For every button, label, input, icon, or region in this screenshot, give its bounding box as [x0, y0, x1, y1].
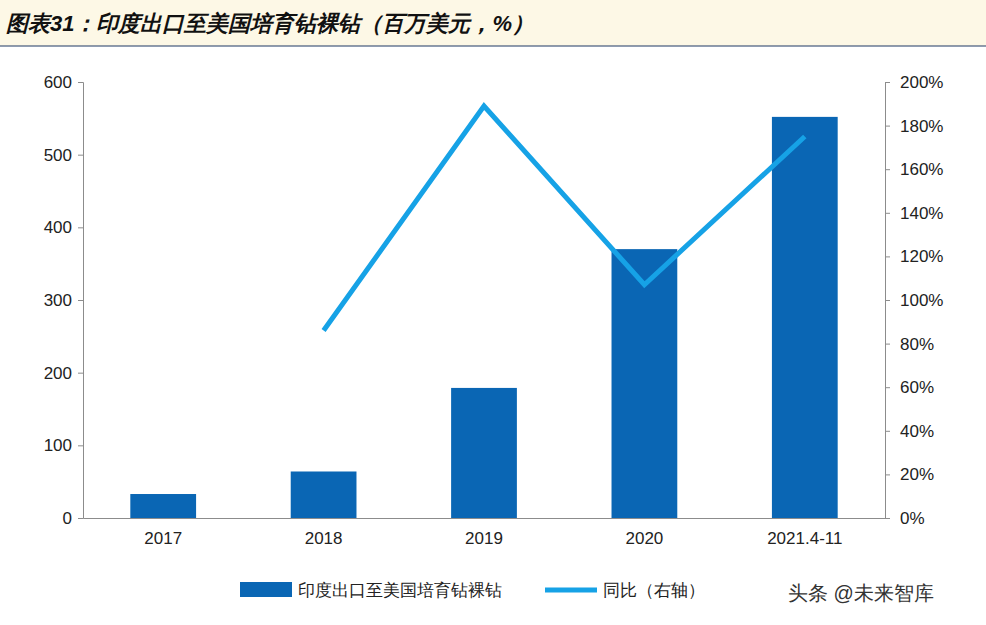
- tick-mark: [885, 300, 890, 301]
- tick-mark: [78, 300, 83, 301]
- tick-mark: [885, 213, 890, 214]
- tick-label: 2018: [305, 529, 343, 548]
- legend-swatch: [545, 588, 597, 593]
- y-axis: 0 100 200 300 400 500 600: [44, 73, 84, 528]
- tick-label: 20%: [900, 465, 934, 484]
- tick-mark: [78, 445, 83, 446]
- tick-label: 500: [44, 146, 72, 165]
- bar: [130, 494, 196, 518]
- tick-mark: [78, 518, 83, 519]
- tick: 2017: [144, 518, 182, 548]
- tick-label: 80%: [900, 335, 934, 354]
- tick-mark: [885, 518, 890, 519]
- tick-label: 0: [63, 509, 72, 528]
- tick: 100%: [885, 291, 943, 310]
- bar: [612, 249, 678, 518]
- tick: 80%: [885, 335, 934, 354]
- tick-mark: [885, 169, 890, 170]
- tick: 120%: [885, 247, 943, 266]
- legend-label: 同比（右轴）: [603, 581, 705, 600]
- tick: 300: [44, 291, 83, 310]
- tick: 180%: [885, 117, 943, 136]
- title: 图表31：印度出口至美国培育钻裸钻（百万美元，%）: [6, 11, 534, 36]
- tick: 200%: [885, 73, 943, 92]
- tick-label: 2021.4-11: [767, 529, 842, 548]
- tick-label: 180%: [900, 117, 943, 136]
- axis-line: [78, 83, 84, 519]
- tick-label: 100: [44, 436, 72, 455]
- tick-mark: [885, 387, 890, 388]
- tick-label: 600: [44, 73, 72, 92]
- title-rule: [0, 46, 986, 47]
- tick-mark: [885, 344, 890, 345]
- tick-label: 2017: [144, 529, 182, 548]
- tick: 40%: [885, 422, 934, 441]
- line: [324, 106, 805, 331]
- tick: 60%: [885, 378, 934, 397]
- tick-label: 160%: [900, 160, 943, 179]
- tick-label: 40%: [900, 422, 934, 441]
- tick-mark: [78, 155, 83, 156]
- tick: 400: [44, 218, 83, 237]
- legend: 印度出口至美国培育钻裸钻 同比（右轴）: [240, 581, 705, 600]
- tick: 500: [44, 146, 83, 165]
- tick-label: 60%: [900, 378, 934, 397]
- tick: 0%: [885, 509, 925, 528]
- tick-label: 200: [44, 364, 72, 383]
- chart: 图表31：印度出口至美国培育钻裸钻（百万美元，%） 0 100 200 300 400 50…: [0, 0, 986, 625]
- tick: 100: [44, 436, 83, 455]
- tick-mark: [78, 227, 83, 228]
- tick-label: 400: [44, 218, 72, 237]
- tick-label: 2020: [625, 529, 663, 548]
- tick-mark: [885, 474, 890, 475]
- tick-mark: [885, 82, 890, 83]
- tick-label: 120%: [900, 247, 943, 266]
- legend-label: 印度出口至美国培育钻裸钻: [298, 581, 502, 600]
- tick-mark: [885, 256, 890, 257]
- bar: [451, 388, 517, 518]
- axis-line: [84, 518, 886, 519]
- tick: 200: [44, 364, 83, 383]
- tick: 2018: [305, 518, 343, 548]
- tick: 2019: [465, 518, 503, 548]
- axis-line: [886, 83, 891, 519]
- tick-label: 0%: [900, 509, 925, 528]
- plot-area: [130, 106, 837, 518]
- tick: 20%: [885, 465, 934, 484]
- bar: [291, 471, 357, 518]
- tick-label: 100%: [900, 291, 943, 310]
- tick-label: 140%: [900, 204, 943, 223]
- tick-label: 200%: [900, 73, 943, 92]
- legend-swatch: [240, 582, 292, 597]
- tick: 160%: [885, 160, 943, 179]
- tick: 600: [44, 73, 83, 92]
- x-axis: 2017 2018 2019 2020 2021.4-11: [84, 518, 886, 548]
- tick: 2020: [625, 518, 663, 548]
- tick-label: 2019: [465, 529, 503, 548]
- tick: 2021.4-11: [767, 518, 842, 548]
- tick: 0: [63, 509, 83, 528]
- y2-axis: 0% 20% 40% 60% 80% 100% 120% 140% 160% 180% 200%: [885, 73, 943, 528]
- tick-mark: [78, 82, 83, 83]
- bar: [772, 117, 838, 518]
- tick: 140%: [885, 204, 943, 223]
- tick-label: 300: [44, 291, 72, 310]
- watermark: 头条 @未来智库: [788, 582, 934, 604]
- tick-mark: [78, 373, 83, 374]
- tick-mark: [885, 431, 890, 432]
- tick-mark: [885, 126, 890, 127]
- title-band: [0, 0, 986, 46]
